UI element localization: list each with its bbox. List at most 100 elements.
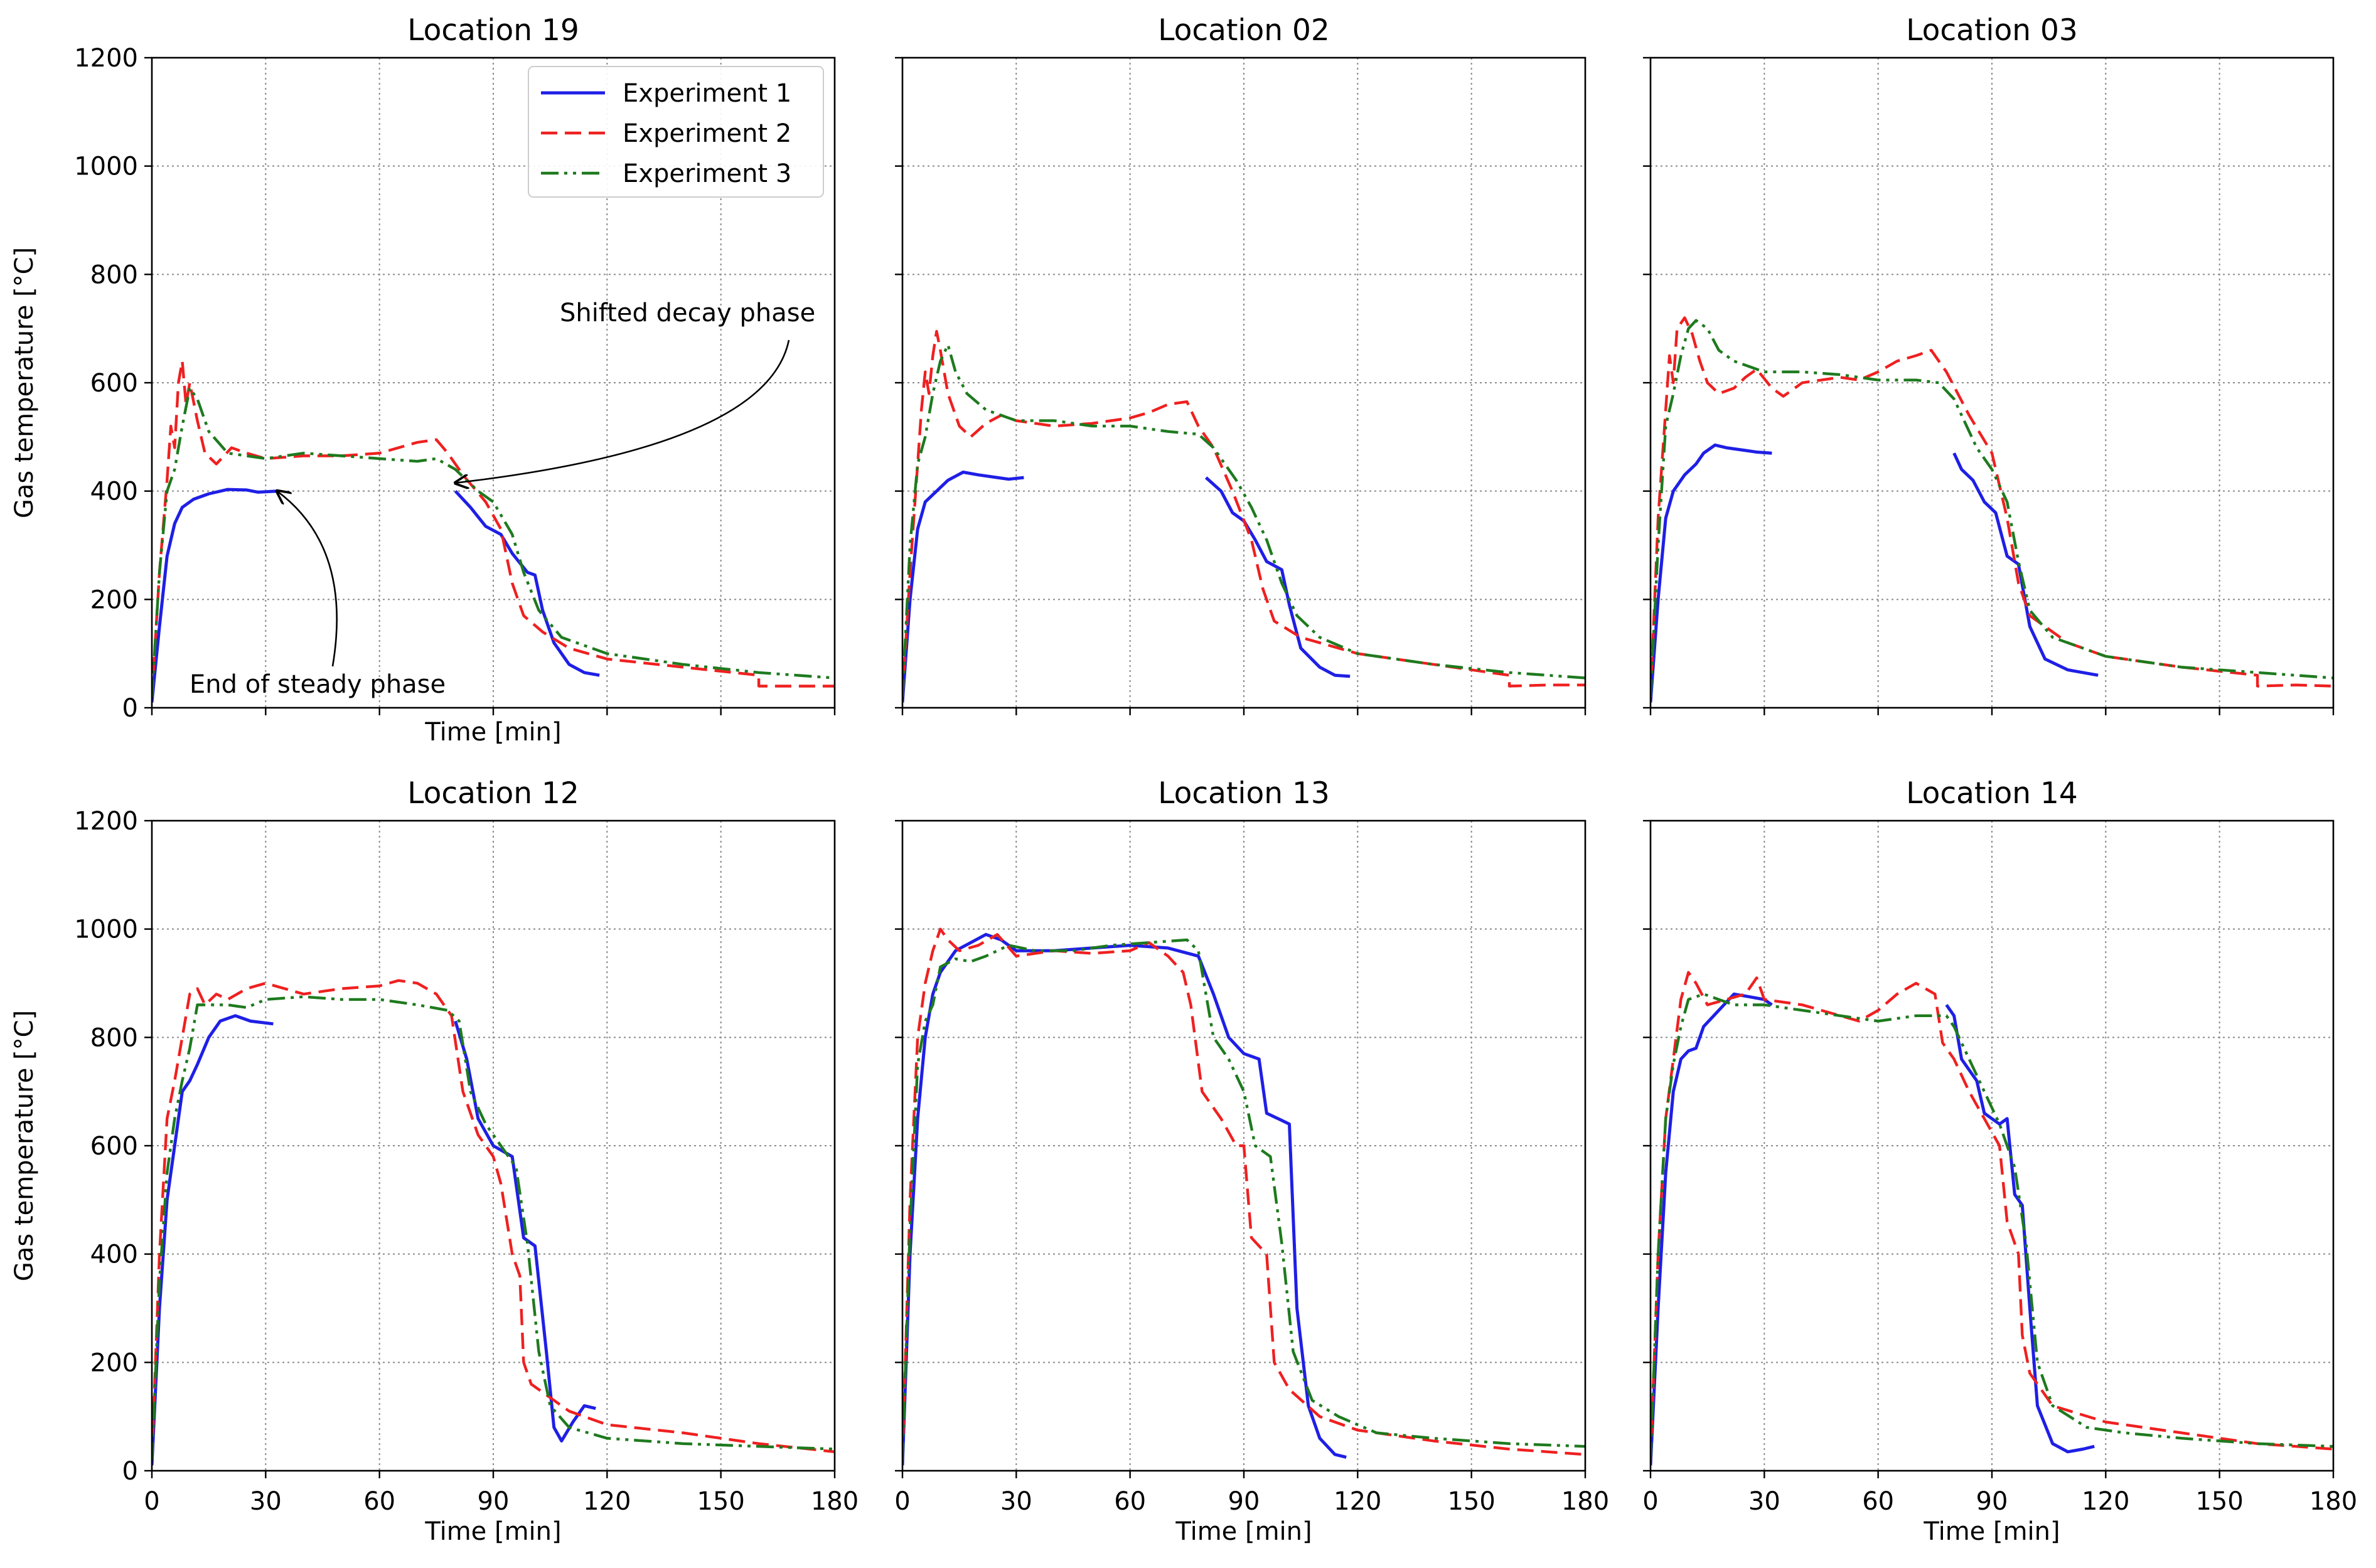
panel-location-13: Location 13 0 30 60 90 120 150 180 Time [min]: [894, 776, 1609, 1546]
x-tick-label: 30: [1000, 1487, 1032, 1516]
x-tick-label: 60: [1862, 1487, 1894, 1516]
y-tick-label: 800: [90, 260, 138, 289]
series-experiment-1: [152, 488, 600, 703]
series-line: [1651, 319, 2333, 697]
series-line: [454, 1020, 596, 1443]
y-tick-label: 400: [90, 1240, 138, 1269]
y-tick-label: 400: [90, 477, 138, 506]
y-tick-label: 800: [90, 1023, 138, 1052]
legend-label: Experiment 1: [623, 79, 791, 108]
x-tick-label: 30: [250, 1487, 282, 1516]
y-tick-label: 200: [90, 585, 138, 614]
series-experiment-3: [1651, 319, 2333, 697]
x-tick-label: 0: [144, 1487, 159, 1516]
y-tick-label: 0: [122, 1457, 138, 1486]
x-axis-label: Time [min]: [424, 718, 561, 747]
series-line: [1651, 443, 1772, 703]
annotation-arrow: [456, 339, 790, 483]
x-tick-label: 180: [811, 1487, 859, 1516]
panel-title: Location 19: [407, 13, 579, 48]
panel-title: Location 03: [1906, 13, 2078, 48]
x-axis-label: Time [min]: [424, 1517, 561, 1546]
panel-title: Location 13: [1158, 776, 1330, 811]
panel-title: Location 02: [1158, 13, 1330, 48]
series-line: [152, 979, 835, 1460]
x-tick-label: 120: [1334, 1487, 1381, 1516]
series-experiment-3: [902, 343, 1585, 697]
x-tick-label: 180: [2309, 1487, 2357, 1516]
x-tick-label: 90: [1228, 1487, 1260, 1516]
panel-location-03: Location 03: [1643, 13, 2335, 715]
panel-title: Location 12: [407, 776, 579, 811]
series-line: [152, 387, 835, 697]
x-tick-label: 150: [697, 1487, 744, 1516]
x-tick-label: 60: [1114, 1487, 1146, 1516]
x-tick-label: 180: [1561, 1487, 1609, 1516]
series-line: [902, 329, 1585, 697]
annotation-end-steady: End of steady phase: [190, 670, 446, 699]
series-line: [1651, 993, 2333, 1460]
series-experiment-2: [152, 979, 835, 1460]
series-experiment-3: [902, 938, 1585, 1460]
series-line: [1952, 452, 2099, 677]
series-line: [152, 1014, 274, 1466]
panel-title: Location 14: [1906, 776, 2078, 811]
series-experiment-1: [1651, 443, 2099, 703]
series-experiment-1: [902, 932, 1347, 1466]
x-tick-label: 60: [363, 1487, 395, 1516]
series-line: [152, 488, 277, 703]
series-line: [1204, 476, 1351, 678]
x-tick-label: 120: [2082, 1487, 2129, 1516]
x-tick-label: 150: [1447, 1487, 1495, 1516]
x-tick-label: 0: [894, 1487, 910, 1516]
grid: [1651, 58, 2333, 708]
x-tick-label: 0: [1642, 1487, 1658, 1516]
series-experiment-2: [902, 329, 1585, 697]
series-experiment-3: [152, 387, 835, 697]
legend: Experiment 1 Experiment 2 Experiment 3: [528, 66, 824, 198]
x-tick-label: 150: [2195, 1487, 2243, 1516]
y-tick-label: 600: [90, 1132, 138, 1161]
y-tick-label: 1000: [74, 915, 138, 944]
series-experiment-2: [152, 360, 835, 697]
x-tick-label: 120: [583, 1487, 631, 1516]
series-experiment-1: [1651, 992, 2095, 1466]
x-tick-label: 90: [1976, 1487, 2008, 1516]
annotation-arrow: [277, 491, 338, 667]
y-tick-label: 1200: [74, 807, 138, 836]
panel-location-12: Location 12 0 30 60 90 120 150 180 0 200 400 600 800…: [10, 776, 859, 1546]
series-line: [1651, 992, 1773, 1466]
series-experiment-1: [152, 1014, 596, 1466]
y-tick-label: 0: [122, 694, 138, 723]
x-tick-label: 90: [478, 1487, 510, 1516]
panel-location-19: Location 19 0 200 400 600 800 1000 1200 Time [mi…: [10, 13, 836, 747]
x-axis-label: Time [min]: [1175, 1517, 1312, 1546]
legend-label: Experiment 3: [623, 159, 791, 188]
y-axis-label: Gas temperature [°C]: [10, 247, 39, 518]
panel-location-02: Location 02: [895, 13, 1587, 715]
series-line: [902, 938, 1585, 1460]
x-axis-label: Time [min]: [1923, 1517, 2060, 1546]
grid: [902, 58, 1585, 708]
y-tick-label: 600: [90, 369, 138, 398]
annotation-shifted-decay: Shifted decay phase: [560, 299, 815, 328]
series-line: [1945, 1004, 2095, 1454]
grid: [1651, 821, 2333, 1471]
y-axis-label: Gas temperature [°C]: [10, 1010, 39, 1281]
series-line: [454, 489, 600, 677]
series-experiment-1: [902, 471, 1351, 703]
series-line: [902, 927, 1585, 1460]
series-line: [1651, 971, 2333, 1460]
y-tick-label: 200: [90, 1348, 138, 1377]
series-experiment-3: [1651, 993, 2333, 1460]
series-line: [152, 360, 835, 697]
y-tick-label: 1000: [74, 152, 138, 181]
series-line: [902, 471, 1024, 703]
legend-box: [528, 66, 824, 198]
series-experiment-2: [902, 927, 1585, 1460]
series-line: [902, 932, 1347, 1466]
panel-location-14: Location 14 0 30 60 90 120 150 180 Time [min]: [1642, 776, 2357, 1546]
series-experiment-2: [1651, 971, 2333, 1460]
legend-label: Experiment 2: [623, 119, 791, 148]
